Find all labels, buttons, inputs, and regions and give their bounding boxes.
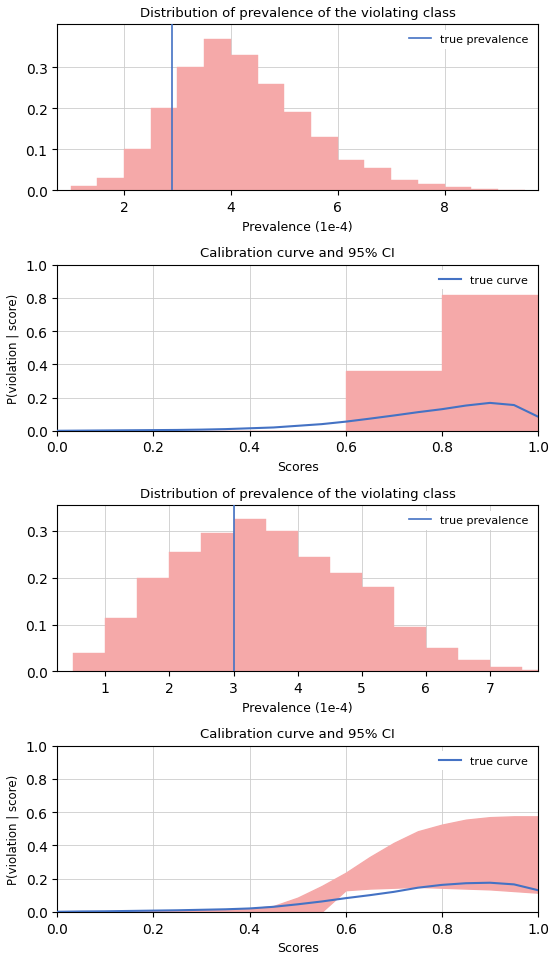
Bar — [362, 587, 394, 672]
Legend: true prevalence: true prevalence — [404, 511, 533, 530]
Title: Calibration curve and 95% CI: Calibration curve and 95% CI — [200, 247, 395, 260]
Legend: true curve: true curve — [435, 271, 533, 290]
X-axis label: Prevalence (1e-4): Prevalence (1e-4) — [242, 220, 353, 234]
Title: Distribution of prevalence of the violating class: Distribution of prevalence of the violat… — [140, 487, 455, 501]
Bar — [311, 137, 337, 191]
Bar — [234, 520, 266, 672]
Bar — [105, 618, 137, 672]
Bar — [170, 553, 201, 672]
Bar — [391, 181, 418, 191]
Bar — [177, 68, 204, 191]
Bar — [297, 557, 330, 672]
Bar — [124, 150, 151, 191]
Bar — [257, 85, 284, 191]
Title: Calibration curve and 95% CI: Calibration curve and 95% CI — [200, 727, 395, 741]
Bar — [266, 531, 297, 672]
Bar — [201, 533, 234, 672]
X-axis label: Scores: Scores — [277, 941, 319, 954]
Legend: true curve: true curve — [435, 752, 533, 771]
Bar — [97, 179, 124, 191]
Bar — [490, 667, 522, 672]
Bar — [337, 160, 364, 191]
Bar — [458, 660, 490, 672]
Bar — [364, 168, 391, 191]
Bar — [231, 56, 257, 191]
Legend: true prevalence: true prevalence — [404, 31, 533, 50]
Bar — [471, 190, 498, 191]
Bar — [284, 113, 311, 191]
Y-axis label: P(violation | score): P(violation | score) — [7, 293, 20, 404]
X-axis label: Prevalence (1e-4): Prevalence (1e-4) — [242, 701, 353, 714]
Bar — [426, 649, 458, 672]
Bar — [204, 39, 231, 191]
Bar — [137, 579, 170, 672]
Bar — [418, 185, 445, 191]
Bar — [151, 110, 177, 191]
Bar — [394, 628, 426, 672]
X-axis label: Scores: Scores — [277, 460, 319, 474]
Bar — [330, 574, 362, 672]
Title: Distribution of prevalence of the violating class: Distribution of prevalence of the violat… — [140, 7, 455, 20]
Bar — [71, 187, 97, 191]
Bar — [73, 653, 105, 672]
Y-axis label: P(violation | score): P(violation | score) — [7, 774, 20, 884]
Bar — [445, 187, 471, 191]
